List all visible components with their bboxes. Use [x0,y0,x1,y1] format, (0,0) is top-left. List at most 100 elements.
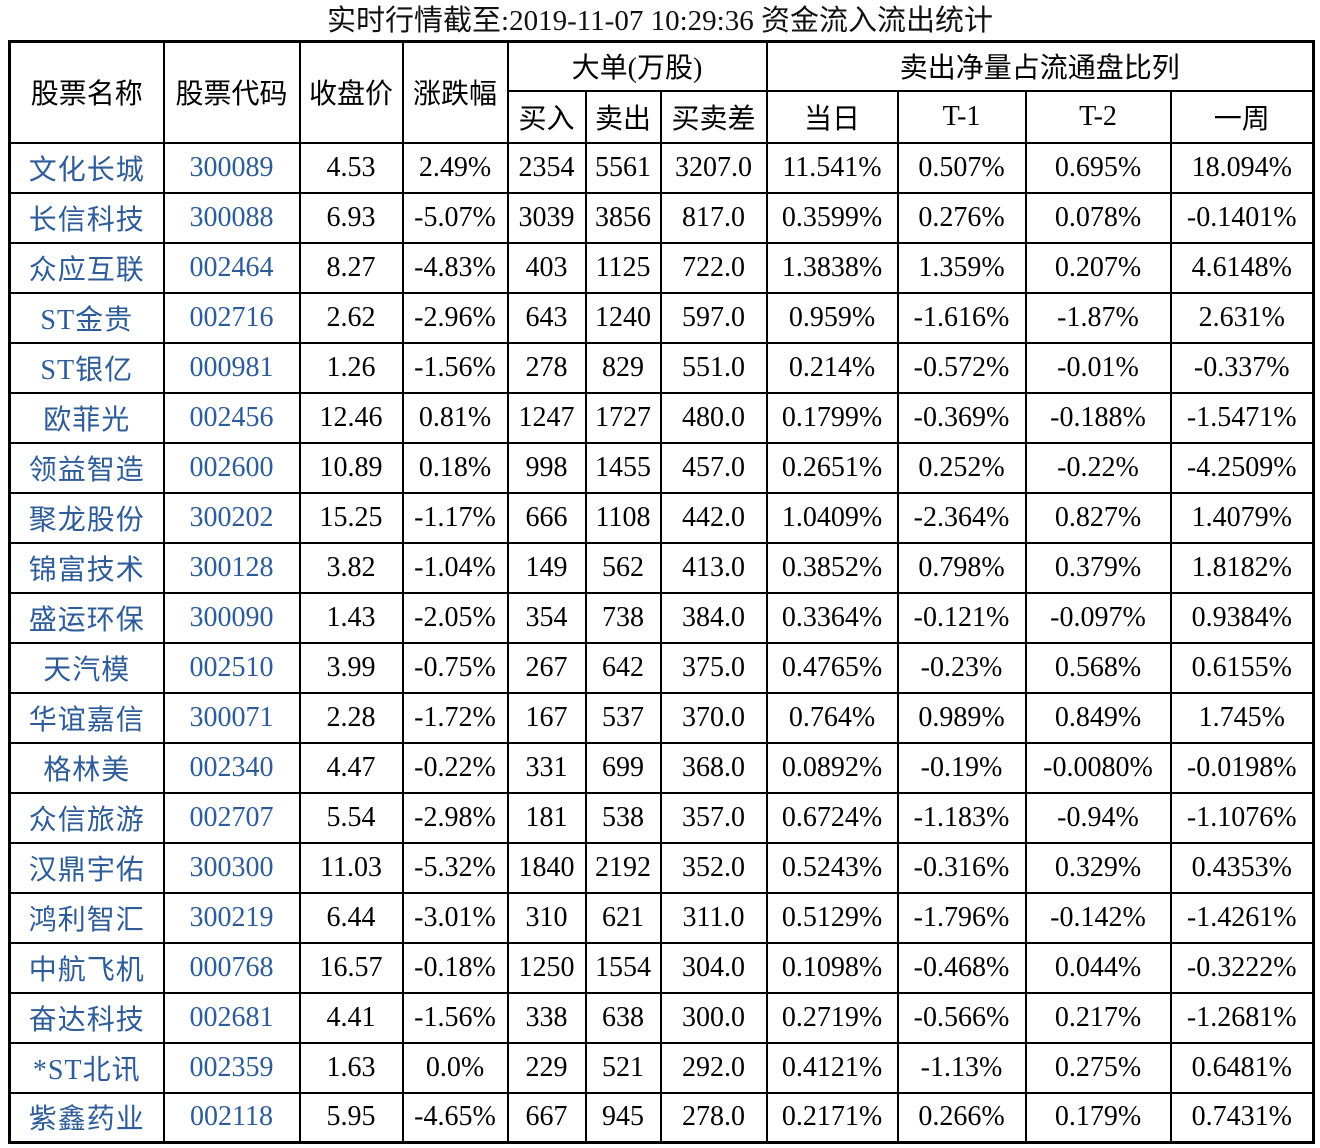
ratio-t2-cell: -0.0080% [1024,741,1172,794]
buy-sell-diff-cell: 352.0 [659,841,768,894]
sell-cell: 537 [584,691,662,744]
col-header-close-price: 收盘价 [298,40,404,144]
change-pct-cell: -4.83% [401,241,509,294]
buy-sell-diff-cell: 480.0 [659,391,768,444]
ratio-week-cell: 1.8182% [1169,541,1315,594]
close-price-cell: 4.47 [298,741,404,794]
close-price-cell: 16.57 [298,941,404,994]
stock-name-cell: ST银亿 [8,341,165,394]
change-pct-cell: -2.05% [401,591,509,644]
stock-name-cell: 格林美 [8,741,165,794]
close-price-cell: 4.41 [298,991,404,1044]
close-price-cell: 6.93 [298,191,404,244]
buy-cell: 2354 [506,141,587,194]
ratio-t1-cell: -0.19% [896,741,1027,794]
sell-cell: 829 [584,341,662,394]
table-row: 天汽模 002510 3.99 -0.75% 267 642 375.0 0.4765% -0.… [8,641,1315,694]
ratio-t2-cell: 0.695% [1024,141,1172,194]
change-pct-cell: -1.56% [401,341,509,394]
ratio-t1-cell: 1.359% [896,241,1027,294]
stock-name-cell: 盛运环保 [8,591,165,644]
buy-cell: 643 [506,291,587,344]
stock-name-cell: ST金贵 [8,291,165,344]
col-group-big-orders: 大单(万股) [506,40,768,92]
ratio-t1-cell: 0.989% [896,691,1027,744]
stock-code-cell: 000768 [162,941,301,994]
table-row: 众应互联 002464 8.27 -4.83% 403 1125 722.0 1.3838% 1… [8,241,1315,294]
col-header-buy: 买入 [506,89,587,144]
stock-name-cell: 中航飞机 [8,941,165,994]
ratio-today-cell: 0.1098% [765,941,899,994]
ratio-t2-cell: 0.207% [1024,241,1172,294]
stock-code-cell: 300219 [162,891,301,944]
change-pct-cell: -1.17% [401,491,509,544]
stock-name-cell: 长信科技 [8,191,165,244]
close-price-cell: 10.89 [298,441,404,494]
ratio-t2-cell: 0.568% [1024,641,1172,694]
ratio-t1-cell: 0.266% [896,1091,1027,1144]
ratio-today-cell: 0.764% [765,691,899,744]
table-row: 中航飞机 000768 16.57 -0.18% 1250 1554 304.0 0.1098… [8,941,1315,994]
buy-sell-diff-cell: 551.0 [659,341,768,394]
buy-cell: 998 [506,441,587,494]
buy-cell: 1840 [506,841,587,894]
ratio-t2-cell: 0.078% [1024,191,1172,244]
page-title: 实时行情截至:2019-11-07 10:29:36 资金流入流出统计 [327,5,993,37]
ratio-t1-cell: -0.23% [896,641,1027,694]
close-price-cell: 5.54 [298,791,404,844]
stock-code-cell: 300300 [162,841,301,894]
table-row: *ST北讯 002359 1.63 0.0% 229 521 292.0 0.4121% -1.… [8,1041,1315,1094]
buy-cell: 354 [506,591,587,644]
buy-sell-diff-cell: 370.0 [659,691,768,744]
ratio-t1-cell: -0.468% [896,941,1027,994]
buy-sell-diff-cell: 413.0 [659,541,768,594]
sell-cell: 945 [584,1091,662,1144]
stock-code-cell: 300089 [162,141,301,194]
ratio-week-cell: -0.0198% [1169,741,1315,794]
change-pct-cell: -1.56% [401,991,509,1044]
stock-name-cell: 众应互联 [8,241,165,294]
ratio-t2-cell: -0.94% [1024,791,1172,844]
stock-code-cell: 000981 [162,341,301,394]
close-price-cell: 1.43 [298,591,404,644]
ratio-week-cell: -1.2681% [1169,991,1315,1044]
change-pct-cell: -3.01% [401,891,509,944]
buy-sell-diff-cell: 304.0 [659,941,768,994]
close-price-cell: 15.25 [298,491,404,544]
ratio-t2-cell: -0.01% [1024,341,1172,394]
buy-sell-diff-cell: 368.0 [659,741,768,794]
sell-cell: 3856 [584,191,662,244]
buy-sell-diff-cell: 722.0 [659,241,768,294]
change-pct-cell: 0.0% [401,1041,509,1094]
buy-sell-diff-cell: 375.0 [659,641,768,694]
stock-code-cell: 300090 [162,591,301,644]
col-header-change-pct: 涨跌幅 [401,40,509,144]
stock-code-cell: 002359 [162,1041,301,1094]
stock-code-cell: 002716 [162,291,301,344]
buy-cell: 666 [506,491,587,544]
close-price-cell: 2.62 [298,291,404,344]
ratio-week-cell: 1.4079% [1169,491,1315,544]
ratio-today-cell: 0.2171% [765,1091,899,1144]
stock-name-cell: *ST北讯 [8,1041,165,1094]
table-row: 盛运环保 300090 1.43 -2.05% 354 738 384.0 0.3364% -0… [8,591,1315,644]
ratio-today-cell: 1.0409% [765,491,899,544]
sell-cell: 1108 [584,491,662,544]
sell-cell: 1455 [584,441,662,494]
stock-code-cell: 002707 [162,791,301,844]
sell-cell: 5561 [584,141,662,194]
ratio-t2-cell: 0.044% [1024,941,1172,994]
col-header-ratio-today: 当日 [765,89,899,144]
table-row: 长信科技 300088 6.93 -5.07% 3039 3856 817.0 0.3599%… [8,191,1315,244]
sell-cell: 2192 [584,841,662,894]
ratio-t2-cell: -0.097% [1024,591,1172,644]
close-price-cell: 6.44 [298,891,404,944]
ratio-t2-cell: -0.22% [1024,441,1172,494]
table-row: 汉鼎宇佑 300300 11.03 -5.32% 1840 2192 352.0 0.5243… [8,841,1315,894]
ratio-t1-cell: 0.252% [896,441,1027,494]
stock-name-cell: 文化长城 [8,141,165,194]
sell-cell: 642 [584,641,662,694]
buy-cell: 1247 [506,391,587,444]
table-row: 紫鑫药业 002118 5.95 -4.65% 667 945 278.0 0.2171% 0.… [8,1091,1315,1144]
ratio-today-cell: 1.3838% [765,241,899,294]
